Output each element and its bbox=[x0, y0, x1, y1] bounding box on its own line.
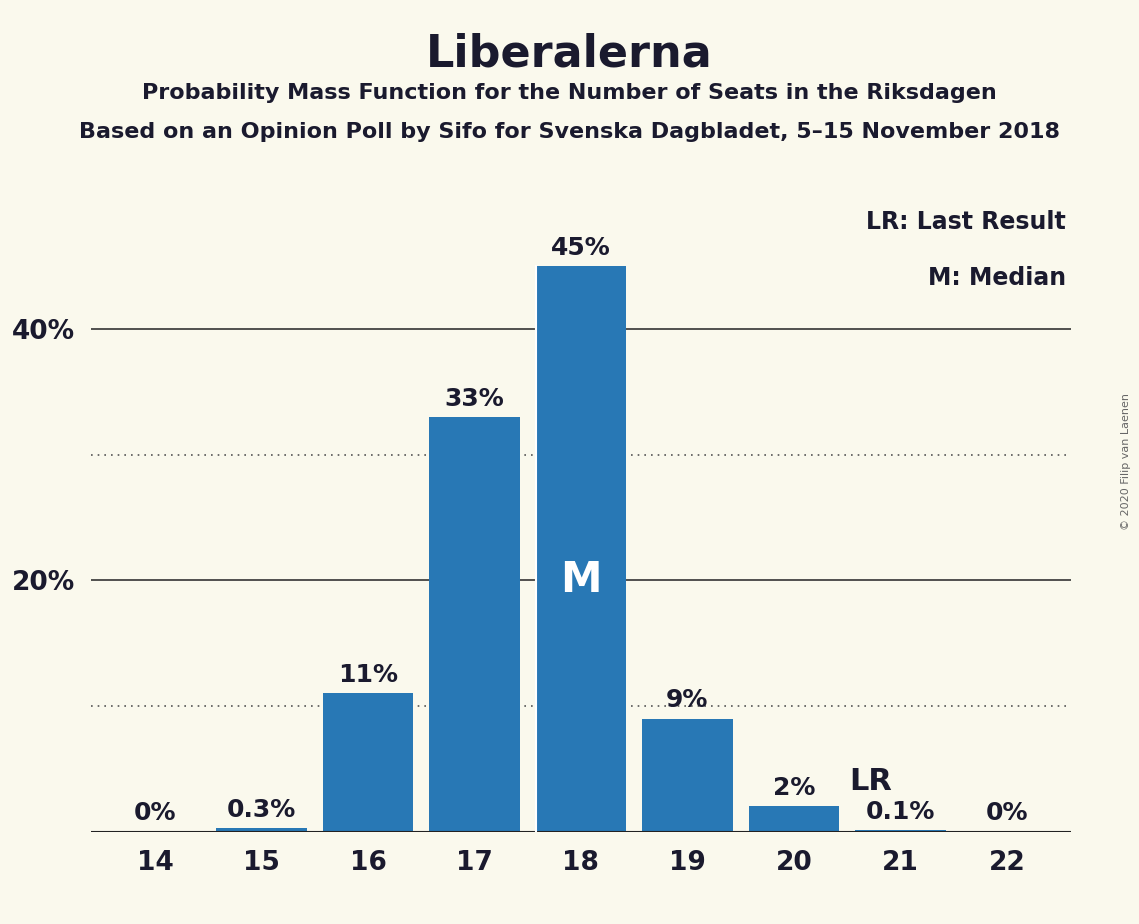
Bar bbox=[322, 693, 413, 832]
Bar bbox=[748, 807, 839, 832]
Text: © 2020 Filip van Laenen: © 2020 Filip van Laenen bbox=[1121, 394, 1131, 530]
Text: M: M bbox=[560, 559, 601, 602]
Text: Based on an Opinion Poll by Sifo for Svenska Dagbladet, 5–15 November 2018: Based on an Opinion Poll by Sifo for Sve… bbox=[79, 122, 1060, 142]
Bar bbox=[535, 266, 626, 832]
Text: 9%: 9% bbox=[666, 688, 708, 712]
Bar bbox=[855, 831, 945, 832]
Text: 11%: 11% bbox=[338, 663, 398, 687]
Text: 0%: 0% bbox=[133, 801, 177, 825]
Text: Probability Mass Function for the Number of Seats in the Riksdagen: Probability Mass Function for the Number… bbox=[142, 83, 997, 103]
Text: 0.3%: 0.3% bbox=[227, 797, 296, 821]
Text: 2%: 2% bbox=[772, 776, 816, 800]
Text: M: Median: M: Median bbox=[927, 266, 1066, 290]
Text: LR: LR bbox=[850, 768, 892, 796]
Text: Liberalerna: Liberalerna bbox=[426, 32, 713, 76]
Bar bbox=[216, 828, 306, 832]
Bar bbox=[642, 719, 732, 832]
Text: 0%: 0% bbox=[985, 801, 1029, 825]
Bar bbox=[429, 417, 519, 832]
Text: 45%: 45% bbox=[551, 236, 611, 260]
Text: 0.1%: 0.1% bbox=[866, 800, 935, 824]
Text: LR: Last Result: LR: Last Result bbox=[866, 210, 1066, 234]
Text: 33%: 33% bbox=[444, 386, 505, 410]
